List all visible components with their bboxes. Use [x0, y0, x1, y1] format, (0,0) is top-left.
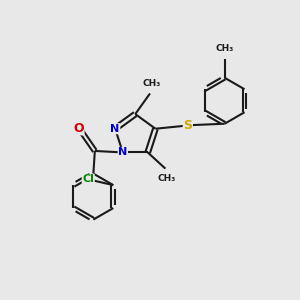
Text: CH₃: CH₃	[158, 174, 176, 183]
Text: O: O	[73, 122, 84, 135]
Text: CH₃: CH₃	[215, 44, 234, 53]
Text: CH₃: CH₃	[142, 79, 160, 88]
Text: N: N	[118, 147, 128, 158]
Text: Cl: Cl	[82, 174, 94, 184]
Text: S: S	[183, 119, 192, 132]
Text: N: N	[110, 124, 120, 134]
